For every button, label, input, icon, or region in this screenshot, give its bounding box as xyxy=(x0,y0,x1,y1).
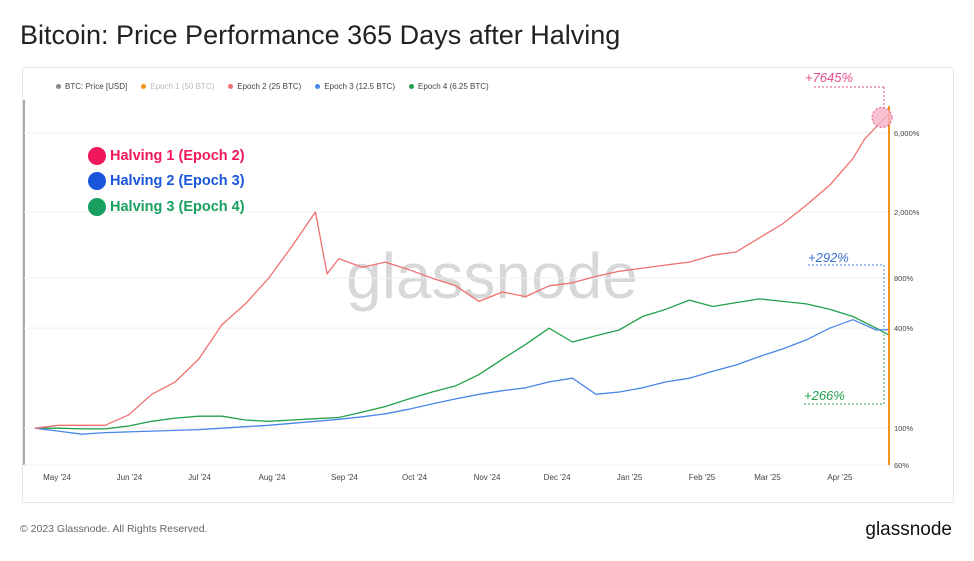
legend-label: Epoch 1 (50 BTC) xyxy=(150,82,215,91)
legend-item-btc-price[interactable]: BTC: Price [USD] xyxy=(56,82,127,91)
legend-dot xyxy=(141,84,147,89)
halving-label-3: Halving 3 (Epoch 4) xyxy=(88,198,245,216)
series-line-3 xyxy=(34,319,889,435)
x-tick-label: Oct '24 xyxy=(402,473,428,482)
brand-logo: glassnode xyxy=(865,519,952,540)
legend-item-epoch2[interactable]: Epoch 2 (25 BTC) xyxy=(228,82,301,91)
y-tick-label: 6,000% xyxy=(894,129,920,138)
x-tick-label: Jul '24 xyxy=(188,473,211,482)
x-tick-label: Mar '25 xyxy=(754,473,781,482)
legend-dot xyxy=(315,84,321,89)
annotation-epoch2: +7645% xyxy=(805,70,853,85)
legend-item-epoch1[interactable]: Epoch 1 (50 BTC) xyxy=(141,82,214,91)
halving-text: Halving 3 (Epoch 4) xyxy=(110,199,245,215)
halving-bullet-icon xyxy=(88,198,106,216)
legend-item-epoch3[interactable]: Epoch 3 (12.5 BTC) xyxy=(315,82,395,91)
y-tick-label: 100% xyxy=(894,424,914,433)
x-tick-label: Jun '24 xyxy=(117,473,143,482)
chart-legend: BTC: Price [USD] Epoch 1 (50 BTC) Epoch … xyxy=(56,82,489,91)
halving-bullet-icon xyxy=(88,172,106,190)
legend-label: Epoch 2 (25 BTC) xyxy=(237,82,302,91)
legend-label: Epoch 4 (6.25 BTC) xyxy=(418,82,489,91)
watermark: glassnode xyxy=(346,240,638,312)
legend-label: Epoch 3 (12.5 BTC) xyxy=(324,82,395,91)
series-line-4 xyxy=(35,298,889,430)
peak-marker xyxy=(871,106,893,128)
x-tick-label: Nov '24 xyxy=(474,473,501,482)
page-title: Bitcoin: Price Performance 365 Days afte… xyxy=(20,20,621,50)
halving-label-1: Halving 1 (Epoch 2) xyxy=(88,147,245,165)
legend-dot xyxy=(409,84,414,89)
y-tick-label: 400% xyxy=(894,324,914,333)
annotation-epoch3: +292% xyxy=(808,250,849,265)
annotation-epoch4: +266% xyxy=(804,388,845,403)
legend-dot xyxy=(228,84,234,89)
halving-label-2: Halving 2 (Epoch 3) xyxy=(88,172,245,190)
x-tick-label: Aug '24 xyxy=(259,473,286,482)
copyright-text: © 2023 Glassnode. All Rights Reserved. xyxy=(20,523,208,535)
x-tick-label: Apr '25 xyxy=(827,473,853,482)
y-tick-label: 2,000% xyxy=(894,208,920,217)
halving-text: Halving 1 (Epoch 2) xyxy=(110,148,245,164)
x-tick-label: Jan '25 xyxy=(617,473,643,482)
y-tick-label: 60% xyxy=(894,461,909,470)
legend-label: BTC: Price [USD] xyxy=(65,82,128,91)
halving-text: Halving 2 (Epoch 3) xyxy=(110,173,245,189)
halving-bullet-icon xyxy=(88,147,106,165)
x-tick-label: Sep '24 xyxy=(331,473,358,482)
x-tick-label: Feb '25 xyxy=(689,473,716,482)
series-line-2 xyxy=(34,113,889,429)
x-tick-label: Dec '24 xyxy=(544,473,571,482)
legend-dot xyxy=(56,84,61,89)
x-tick-label: May '24 xyxy=(43,473,71,482)
legend-item-epoch4[interactable]: Epoch 4 (6.25 BTC) xyxy=(409,82,489,91)
y-tick-label: 800% xyxy=(894,274,914,283)
